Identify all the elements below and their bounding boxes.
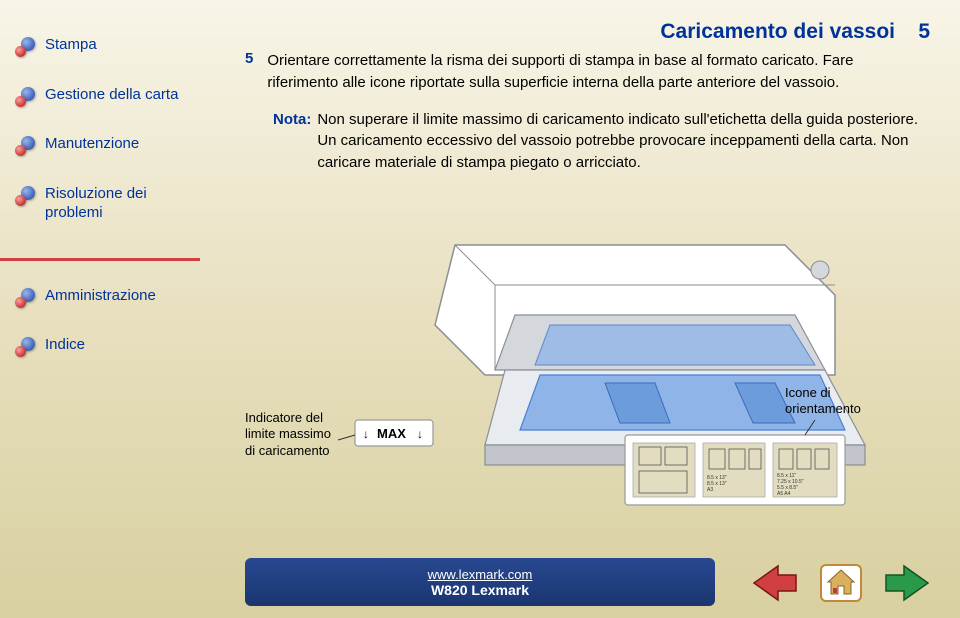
nav-label: Stampa — [45, 36, 97, 53]
nav-label: Indice — [45, 336, 85, 353]
label-orientation-icons: Icone di orientamento — [785, 385, 885, 418]
svg-text:↓: ↓ — [417, 427, 423, 441]
nav-amministrazione[interactable]: Amministrazione — [15, 286, 195, 306]
next-button[interactable] — [884, 562, 930, 604]
prev-button[interactable] — [752, 562, 798, 604]
home-button[interactable] — [818, 562, 864, 604]
step-5: 5 Orientare correttamente la risma dei s… — [245, 50, 920, 94]
page-number: 5 — [918, 20, 930, 44]
note-block: Nota: Non superare il limite massimo di … — [273, 109, 920, 174]
nav-stampa[interactable]: Stampa — [15, 35, 195, 55]
nav-label: Amministrazione — [45, 287, 156, 304]
nav-indice[interactable]: Indice — [15, 335, 195, 355]
sidebar-nav: Stampa Gestione della carta Manutenzione… — [15, 35, 195, 385]
nav-gestione[interactable]: Gestione della carta — [15, 85, 195, 105]
nav-label: Gestione della carta — [45, 86, 178, 103]
svg-text:A5 A4: A5 A4 — [777, 491, 791, 497]
printer-diagram-svg: ↓ MAX ↓ 8.5 x 13" 8.5 x 13" A3 8.5 x 11" — [245, 240, 885, 520]
note-text: Non superare il limite massimo di carica… — [317, 109, 920, 174]
nav-manutenzione[interactable]: Manutenzione — [15, 134, 195, 154]
nav-risoluzione[interactable]: Risoluzione dei problemi — [15, 184, 195, 223]
nav-label: Manutenzione — [45, 135, 139, 152]
nav-label: Risoluzione dei problemi — [45, 185, 147, 222]
footer-bar: www.lexmark.com W820 Lexmark — [245, 558, 715, 606]
nav-controls — [752, 562, 930, 604]
content-area: 5 Orientare correttamente la risma dei s… — [245, 50, 920, 174]
footer-model: W820 Lexmark — [431, 582, 529, 598]
svg-text:↓: ↓ — [363, 427, 369, 441]
note-label: Nota: — [273, 109, 311, 174]
sidebar-divider — [0, 258, 200, 261]
page-title: Caricamento dei vassoi — [660, 20, 895, 44]
footer-link[interactable]: www.lexmark.com — [428, 567, 533, 582]
svg-text:A3: A3 — [707, 487, 713, 493]
label-max-fill: Indicatore del limite massimo di caricam… — [245, 410, 340, 459]
diagram-area: Indicatore del limite massimo di caricam… — [245, 240, 885, 520]
max-text: MAX — [377, 426, 406, 441]
step-text: Orientare correttamente la risma dei sup… — [267, 50, 920, 94]
step-number: 5 — [245, 50, 253, 94]
